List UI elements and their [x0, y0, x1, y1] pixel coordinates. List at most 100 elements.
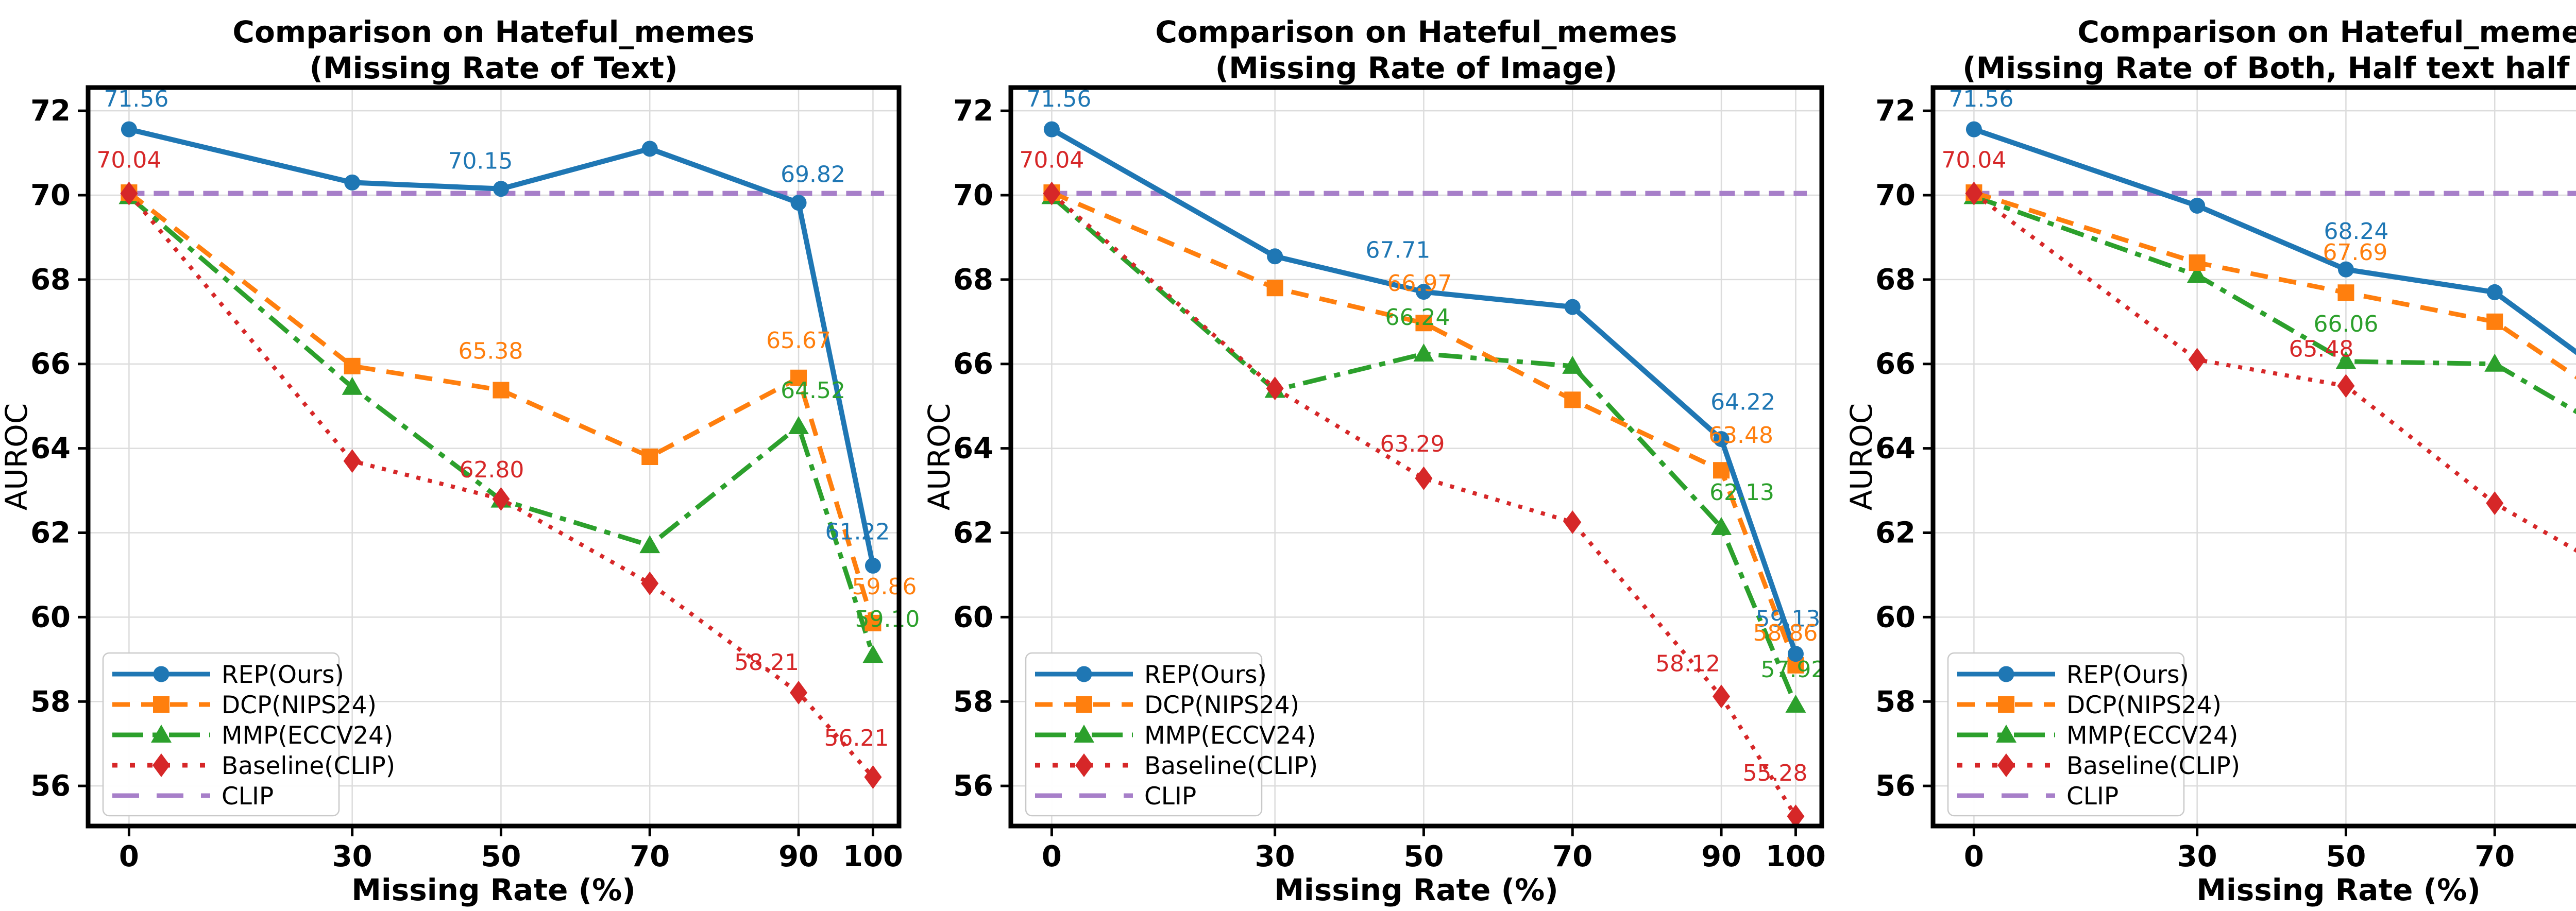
series-marker-MMP(ECCV24) [1785, 694, 1806, 713]
series-marker-REP(Ours) [2189, 197, 2206, 214]
x-axis-label: Missing Rate (%) [351, 872, 636, 907]
legend-label: Baseline(CLIP) [2066, 752, 2240, 780]
point-label: 59.86 [852, 574, 917, 600]
point-label: 65.38 [458, 338, 523, 365]
series-marker-REP(Ours) [865, 557, 881, 574]
y-tick-label: 58 [953, 685, 993, 718]
y-tick-label: 66 [953, 348, 993, 381]
y-tick-label: 58 [30, 685, 71, 718]
point-label: 58.12 [1655, 650, 1720, 677]
series-marker-Baseline(CLIP) [2188, 348, 2206, 372]
x-tick-label: 90 [1701, 840, 1741, 873]
series-marker-Baseline(CLIP) [2486, 491, 2504, 515]
x-tick-label: 70 [630, 840, 670, 873]
point-label: 58.21 [734, 649, 799, 676]
legend-label: MMP(ECCV24) [222, 721, 393, 750]
point-label: 67.71 [1365, 237, 1430, 264]
y-tick-label: 64 [30, 432, 71, 466]
series-marker-Baseline(CLIP) [1712, 684, 1730, 709]
point-label: 70.15 [448, 148, 513, 175]
gridlines [1010, 88, 1822, 826]
series-marker-MMP(ECCV24) [2335, 351, 2357, 369]
legend: REP(Ours)DCP(NIPS24)MMP(ECCV24)Baseline(… [1025, 652, 1318, 817]
series-marker-MMP(ECCV24) [788, 416, 809, 435]
y-tick-label: 56 [30, 769, 71, 803]
point-label: 66.97 [1387, 270, 1452, 297]
point-label: 68.24 [2324, 218, 2389, 245]
legend-marker [152, 696, 170, 713]
point-label: 57.92 [1760, 657, 1825, 683]
series-marker-DCP(NIPS24) [2337, 284, 2354, 301]
legend-marker [1075, 696, 1092, 713]
y-tick-label: 66 [1875, 348, 1916, 381]
legend-marker [1998, 666, 2014, 682]
x-tick-label: 70 [1552, 840, 1592, 873]
legend-label: CLIP [1144, 782, 1196, 811]
point-label: 55.28 [1742, 760, 1807, 786]
series-marker-DCP(NIPS24) [2486, 313, 2503, 330]
y-tick-label: 58 [1875, 685, 1916, 718]
y-tick-label: 60 [953, 600, 993, 634]
y-tick-label: 70 [953, 179, 993, 212]
series-marker-REP(Ours) [641, 141, 658, 157]
series-marker-Baseline(CLIP) [2337, 374, 2355, 398]
legend-label: DCP(NIPS24) [1144, 691, 1299, 719]
y-tick-label: 62 [30, 516, 71, 549]
chart-panel-missing-both: 71.5668.2465.1161.6267.6964.6260.8866.06… [1845, 0, 2576, 911]
legend-marker [1075, 753, 1093, 777]
y-tick-label: 70 [30, 179, 71, 212]
series-line-MMP(ECCV24) [127, 194, 875, 656]
point-label: 64.52 [781, 377, 845, 404]
legend-marker [1996, 724, 2017, 743]
point-label: 67.69 [2323, 239, 2388, 266]
point-label: 65.67 [766, 328, 831, 354]
chart-panel-missing-text: 71.56 70.15 69.82 61.22 65.38 65.67 59.86 64.52… [0, 0, 923, 911]
series-marker-DCP(NIPS24) [865, 614, 882, 631]
legend-label: MMP(ECCV24) [2066, 721, 2238, 750]
series-marker-DCP(NIPS24) [344, 357, 361, 374]
series-marker-REP(Ours) [1713, 431, 1730, 448]
series-marker-REP(Ours) [2487, 284, 2503, 300]
legend-label: DCP(NIPS24) [222, 691, 377, 719]
x-tick-label: 70 [2475, 840, 2515, 873]
legend-marker [1073, 724, 1094, 743]
legend-label: DCP(NIPS24) [2066, 691, 2222, 719]
series-marker-MMP(ECCV24) [862, 645, 884, 663]
series-line-MMP(ECCV24) [1973, 194, 2576, 414]
y-axis-label: AUROC [1845, 403, 1879, 511]
x-tick-label: 90 [778, 840, 819, 873]
series-line-DCP(NIPS24) [1050, 190, 1798, 666]
series-marker-MMP(ECCV24) [2484, 353, 2505, 372]
legend-label: REP(Ours) [1144, 661, 1267, 689]
y-tick-label: 60 [30, 600, 71, 634]
series-marker-REP(Ours) [1043, 121, 1060, 137]
y-tick-label: 70 [1875, 179, 1916, 212]
y-tick-label: 60 [1875, 600, 1916, 634]
chart-panel-missing-image: 71.56 67.71 64.22 59.13 66.97 63.48 58.86 66.24… [922, 0, 1845, 911]
chart-title-line1: Comparison on Hateful_memes [232, 14, 754, 49]
series-marker-MMP(ECCV24) [639, 535, 660, 554]
legend-marker [150, 724, 172, 743]
x-axis-label: Missing Rate (%) [1274, 872, 1558, 907]
legend-label: Baseline(CLIP) [222, 752, 395, 780]
line-chart-2: 71.5668.2465.1161.6267.6964.6260.8866.06… [1845, 0, 2576, 911]
legend-label: REP(Ours) [2066, 661, 2189, 689]
point-label: 70.04 [1019, 147, 1084, 174]
x-tick-label: 50 [1403, 840, 1444, 873]
y-tick-label: 68 [953, 263, 993, 297]
point-label: 71.56 [1949, 86, 2014, 112]
legend-label: CLIP [222, 782, 274, 811]
legend-label: REP(Ours) [222, 661, 344, 689]
x-tick-label: 0 [1964, 840, 1984, 873]
series-marker-REP(Ours) [790, 195, 807, 211]
chart-title-line1: Comparison on Hateful_memes [1155, 14, 1677, 49]
y-tick-label: 72 [953, 94, 993, 128]
y-tick-label: 72 [30, 94, 71, 128]
point-label: 59.10 [855, 606, 920, 632]
y-tick-label: 64 [1875, 432, 1916, 466]
y-axis-label: AUROC [0, 403, 34, 511]
chart-title-line2: (Missing Rate of Text) [309, 50, 677, 85]
point-label: 66.24 [1385, 304, 1450, 331]
legend-marker [1997, 753, 2015, 777]
point-label: 56.21 [824, 725, 889, 751]
